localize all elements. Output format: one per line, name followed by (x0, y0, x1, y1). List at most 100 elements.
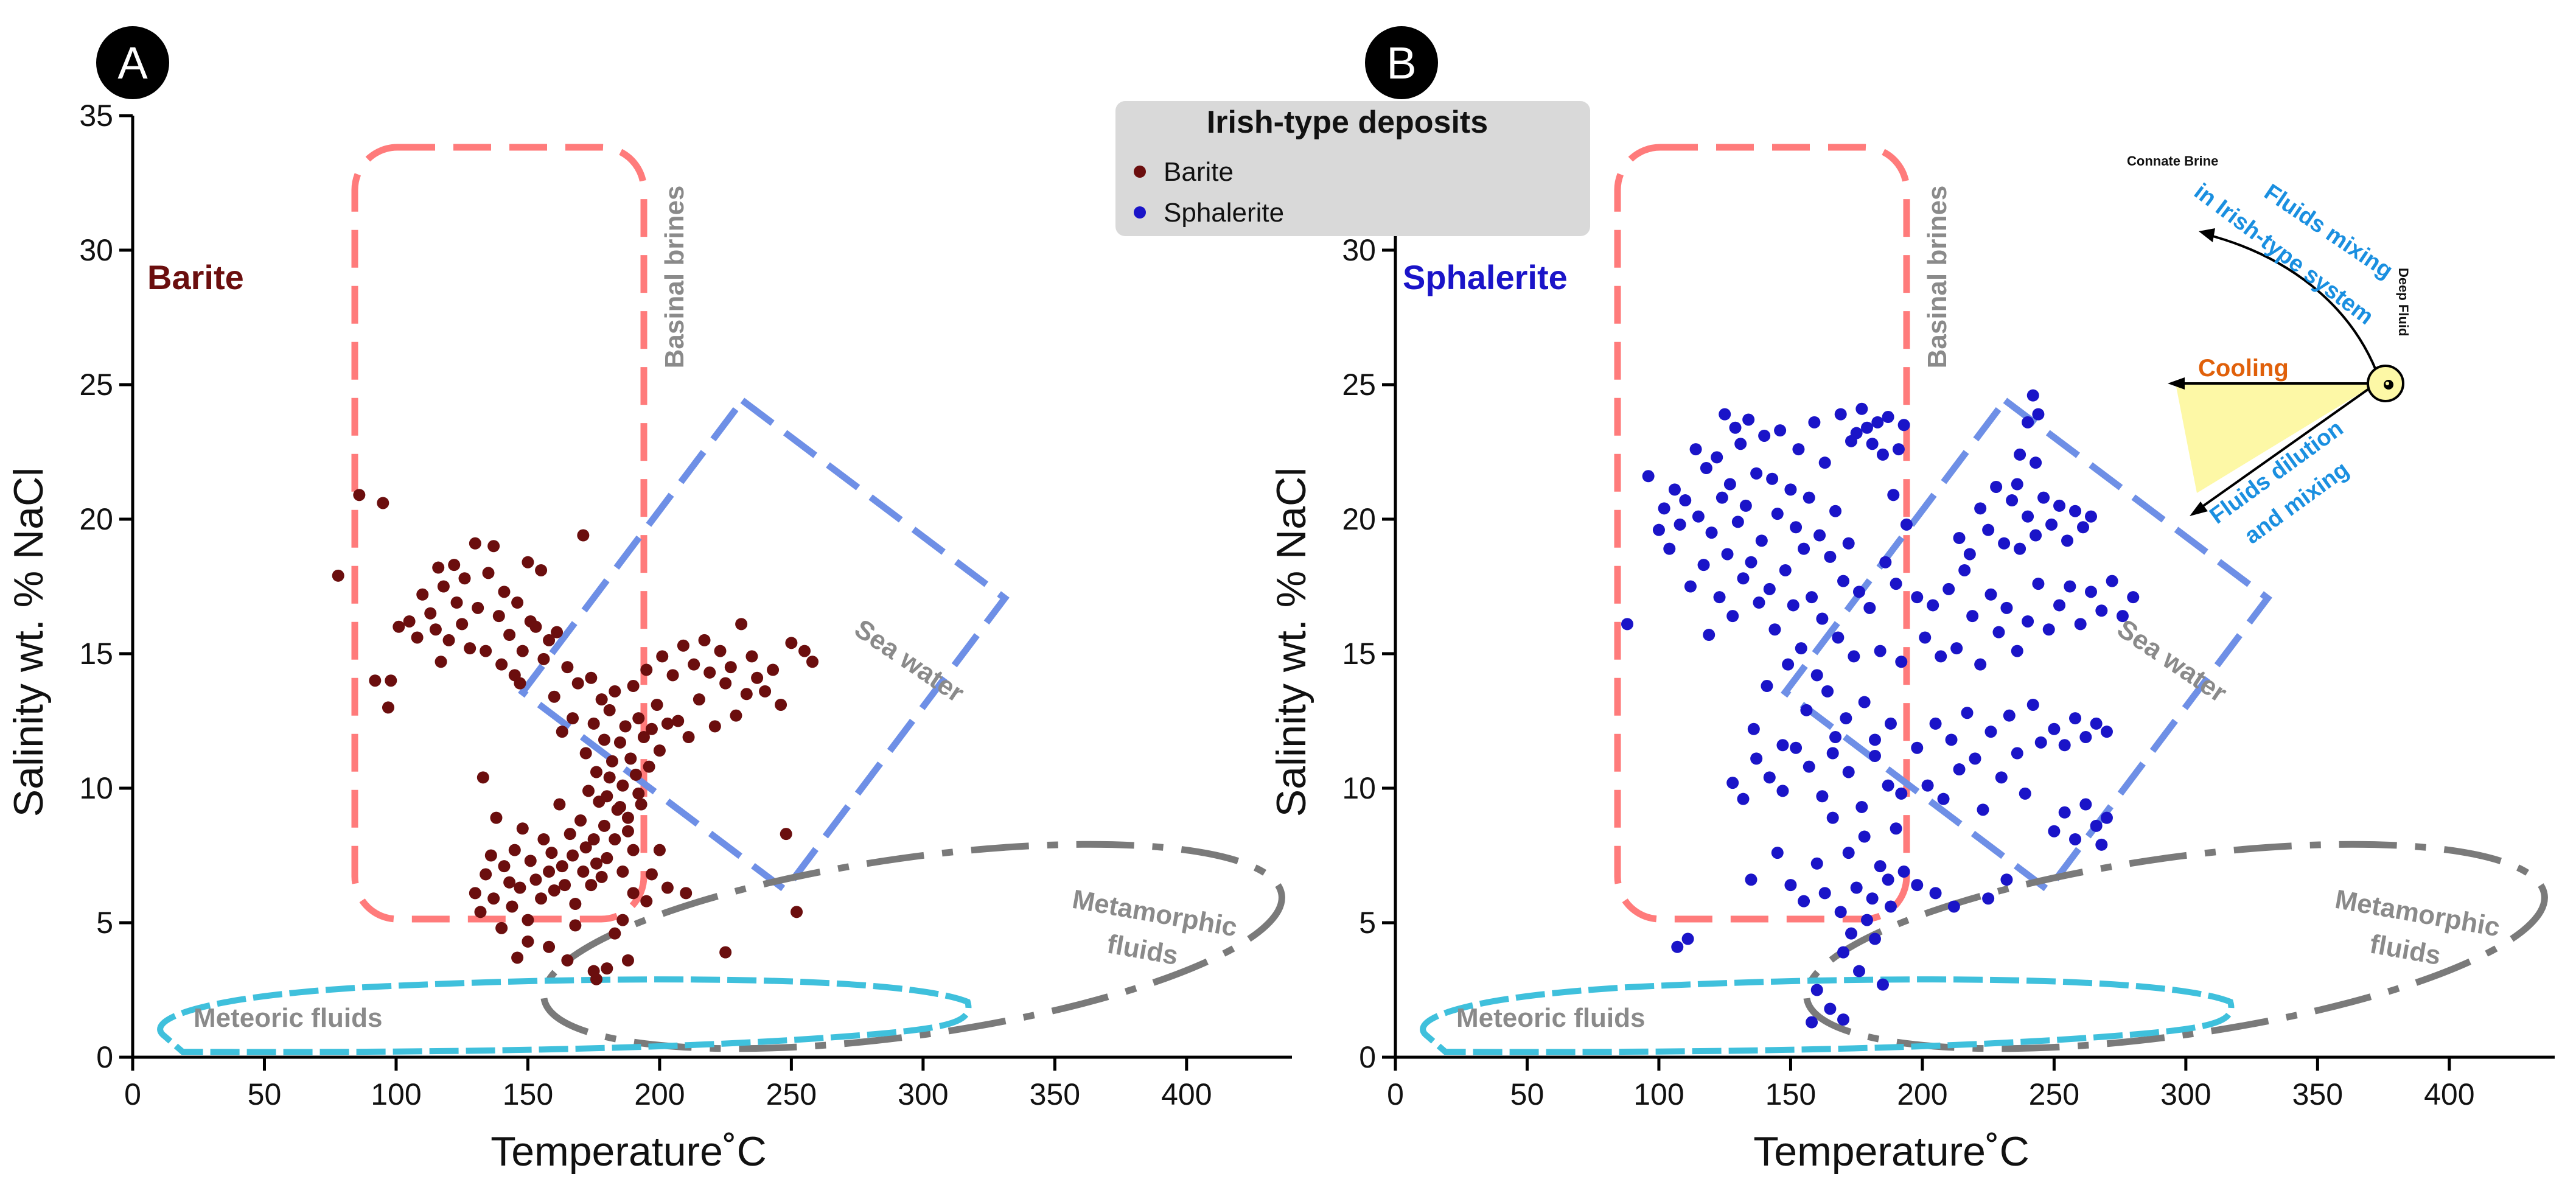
data-point-sphalerite (1890, 578, 1902, 590)
data-point-barite (472, 601, 484, 614)
data-point-barite (603, 704, 616, 716)
data-point-barite (503, 629, 516, 642)
data-point-barite (543, 940, 556, 953)
data-point-sphalerite (1750, 467, 1763, 480)
data-point-sphalerite (2032, 408, 2045, 421)
data-point-sphalerite (1900, 518, 1913, 531)
y-tick-label: 0 (96, 1040, 113, 1074)
data-point-barite (693, 693, 705, 706)
connate-brine-label: Connate Brine (2127, 153, 2218, 169)
data-point-barite (514, 881, 526, 894)
data-point-barite (785, 637, 798, 649)
data-point-barite (498, 586, 511, 598)
data-point-sphalerite (1689, 443, 1702, 456)
data-point-sphalerite (1652, 523, 1665, 536)
data-point-barite (469, 887, 481, 900)
data-point-sphalerite (1863, 601, 1876, 614)
data-point-barite (798, 645, 811, 657)
panel-b-points (1621, 389, 2140, 1029)
data-point-sphalerite (1697, 559, 1710, 572)
data-point-barite (448, 559, 461, 572)
data-point-sphalerite (2000, 873, 2013, 886)
legend-box (1115, 101, 1590, 236)
data-point-barite (416, 588, 429, 601)
data-point-barite (680, 887, 693, 900)
data-point-sphalerite (1729, 421, 1742, 434)
metamorphic-fluids-region (540, 841, 1285, 1052)
data-point-sphalerite (2079, 798, 2092, 811)
data-point-sphalerite (1911, 741, 1924, 754)
data-point-barite (522, 556, 534, 568)
data-point-barite (551, 626, 564, 638)
fluid-evolution-inset: Connate Brine Deep Fluid Fluids mixing i… (2127, 153, 2411, 549)
data-point-barite (561, 954, 574, 967)
data-point-barite (708, 720, 721, 733)
data-point-sphalerite (1821, 685, 1834, 698)
data-point-sphalerite (1829, 505, 1842, 517)
panel-b-series-title: Sphalerite (1403, 258, 1568, 296)
data-point-sphalerite (1731, 516, 1744, 528)
data-point-barite (656, 650, 669, 663)
x-tick-label: 400 (1161, 1077, 1212, 1111)
data-point-sphalerite (1716, 491, 1728, 504)
data-point-barite (522, 935, 534, 948)
data-point-sphalerite (2022, 416, 2034, 428)
data-point-barite (775, 698, 787, 711)
data-point-barite (590, 766, 602, 778)
data-point-sphalerite (1726, 777, 1739, 789)
data-point-sphalerite (1758, 429, 1771, 442)
data-point-barite (369, 674, 382, 687)
data-point-barite (637, 731, 650, 744)
data-point-sphalerite (2079, 731, 2092, 744)
data-point-sphalerite (1810, 984, 1823, 996)
data-point-barite (688, 658, 700, 671)
data-point-sphalerite (1984, 726, 1997, 738)
panel-a-axes: 0 50 100 150 200 250 300 350 400 0 5 10 15 20 25 30 35 (79, 99, 1292, 1111)
data-point-barite (432, 561, 445, 574)
panel-b-badge (1365, 26, 1438, 99)
data-point-sphalerite (1810, 857, 1823, 870)
data-point-barite (353, 489, 366, 502)
data-point-sphalerite (1761, 680, 1773, 693)
x-tick-label: 150 (1765, 1077, 1816, 1111)
data-point-sphalerite (1990, 480, 2003, 493)
data-point-sphalerite (2045, 518, 2058, 531)
data-point-sphalerite (1684, 580, 1697, 593)
data-point-barite (609, 927, 621, 940)
data-point-sphalerite (1837, 575, 1850, 587)
panel-a-letter: A (117, 38, 148, 88)
data-point-barite (603, 771, 616, 784)
data-point-sphalerite (1745, 873, 1757, 886)
data-point-barite (569, 898, 582, 911)
data-point-sphalerite (2003, 709, 2016, 722)
data-point-sphalerite (1919, 631, 1932, 644)
data-point-sphalerite (1874, 860, 1887, 873)
data-point-sphalerite (1929, 887, 1942, 900)
x-tick-label: 400 (2424, 1077, 2474, 1111)
x-tick-label: 300 (2160, 1077, 2211, 1111)
data-point-barite (487, 540, 500, 553)
data-point-barite (559, 879, 571, 892)
data-point-barite (643, 760, 655, 773)
x-tick-label: 50 (1510, 1077, 1545, 1111)
data-point-sphalerite (1842, 847, 1855, 859)
data-point-sphalerite (1824, 1002, 1837, 1015)
data-point-barite (616, 914, 629, 926)
data-point-sphalerite (2077, 521, 2090, 534)
x-tick-label: 100 (1633, 1077, 1684, 1111)
data-point-barite (522, 914, 534, 926)
data-point-barite (548, 690, 560, 703)
data-point-barite (579, 747, 592, 760)
data-point-sphalerite (2034, 736, 2047, 749)
data-point-sphalerite (1737, 792, 1750, 805)
metamorphic-label-line1: Metamorphic (1070, 884, 1239, 943)
data-point-barite (508, 844, 521, 856)
data-point-barite (543, 634, 556, 646)
data-point-barite (393, 620, 405, 633)
data-point-barite (619, 720, 632, 733)
data-point-sphalerite (1806, 1016, 1818, 1029)
data-point-sphalerite (2019, 787, 2031, 800)
data-point-sphalerite (2000, 601, 2013, 614)
y-tick-label: 25 (79, 368, 113, 402)
data-point-sphalerite (1776, 739, 1789, 752)
